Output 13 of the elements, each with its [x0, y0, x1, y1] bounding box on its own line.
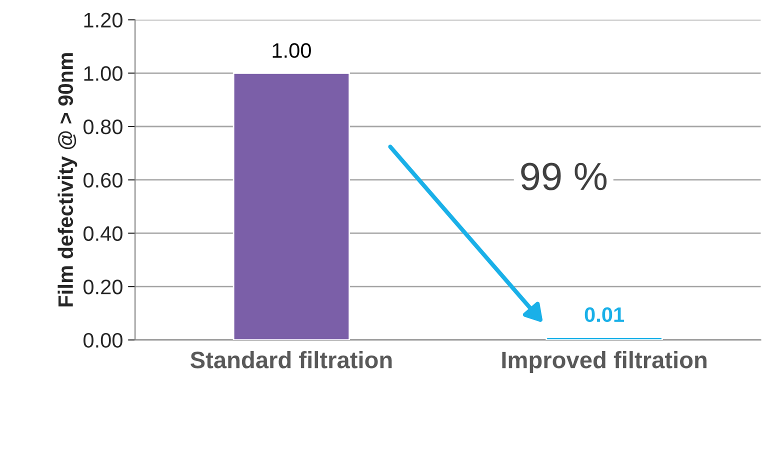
y-tick-label: 1.00	[84, 66, 122, 81]
y-tick-label: 0.20	[84, 280, 122, 294]
annotation: 99 %	[521, 162, 607, 190]
y-tick-label: 0.80	[84, 120, 122, 134]
y-tick-label: 0.00	[84, 332, 122, 348]
y-tick-label: 1.20	[84, 12, 122, 28]
data-label: 0.01	[584, 307, 624, 322]
y-tick-label: 0.60	[84, 172, 122, 188]
data-label: 1.00	[272, 43, 311, 58]
y-tick-label: 0.40	[84, 226, 122, 241]
x-tick-label: Improved filtration	[502, 351, 706, 374]
x-tick-label: Standard filtration	[190, 351, 392, 368]
y-axis-title: Film defectivity @ > 90nm	[58, 53, 78, 306]
